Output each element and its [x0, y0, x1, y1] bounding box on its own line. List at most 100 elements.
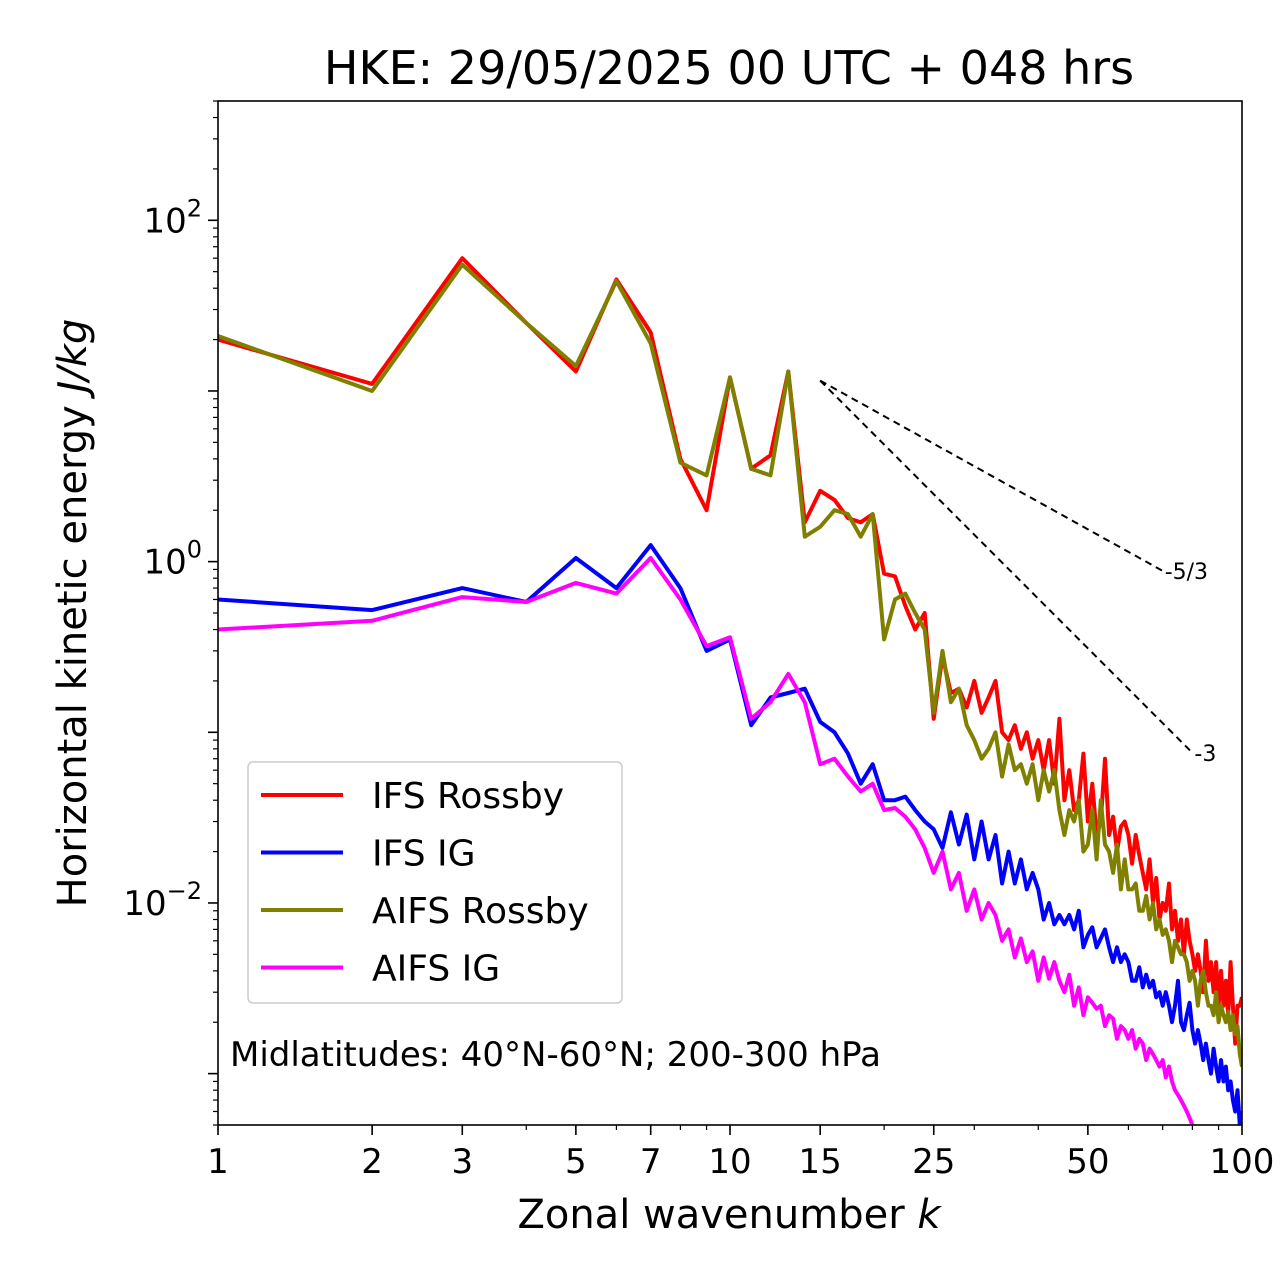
data-point-ifs-rossby: [973, 679, 976, 682]
data-point-aifs-rossby: [649, 342, 652, 345]
data-point-ifs-ig: [1112, 961, 1115, 964]
data-point-ifs-rossby: [965, 706, 968, 709]
legend: IFS Rossby IFS IG AIFS Rossby AIFS IG: [247, 761, 623, 1004]
data-point-ifs-ig: [750, 724, 753, 727]
data-point-ifs-rossby: [1215, 961, 1218, 964]
region-annotation: Midlatitudes: 40°N-60°N; 200-300 hPa: [230, 1035, 881, 1075]
data-point-aifs-rossby: [729, 376, 732, 379]
slope-label-3: -3: [1194, 742, 1216, 767]
data-point-aifs-rossby: [574, 365, 577, 368]
data-point-ifs-ig: [894, 799, 897, 802]
data-point-aifs-rossby: [1007, 743, 1010, 746]
data-point-ifs-ig: [1222, 1080, 1225, 1083]
y-tick-label: 102: [143, 194, 202, 241]
data-point-ifs-ig: [1171, 1021, 1174, 1024]
data-point-ifs-rossby: [1180, 918, 1183, 921]
data-point-ifs-rossby: [894, 575, 897, 578]
data-point-aifs-rossby: [1199, 979, 1202, 982]
data-point-aifs-ig: [1145, 1059, 1148, 1062]
data-point-ifs-rossby: [923, 612, 926, 615]
data-point-aifs-ig: [705, 645, 708, 648]
data-point-aifs-ig: [1127, 1037, 1130, 1040]
data-point-aifs-ig: [894, 807, 897, 810]
data-point-aifs-rossby: [1019, 763, 1022, 766]
data-point-ifs-ig: [965, 813, 968, 816]
data-point-ifs-ig: [1138, 966, 1141, 969]
data-point-aifs-ig: [1141, 1042, 1144, 1045]
data-point-aifs-ig: [1053, 961, 1056, 964]
data-point-ifs-ig: [1177, 979, 1180, 982]
x-tick-label: 3: [451, 1142, 473, 1182]
data-point-ifs-rossby: [371, 382, 374, 385]
data-point-aifs-rossby: [904, 592, 907, 595]
x-tick-label: 1: [207, 1142, 229, 1182]
data-point-ifs-ig: [1095, 946, 1098, 949]
data-point-aifs-rossby: [1099, 799, 1102, 802]
data-point-aifs-ig: [1123, 1029, 1126, 1032]
data-point-ifs-ig: [859, 782, 862, 785]
data-point-aifs-rossby: [615, 280, 618, 283]
data-point-ifs-ig: [461, 587, 464, 590]
data-point-ifs-rossby: [904, 604, 907, 607]
data-point-ifs-rossby: [1001, 731, 1004, 734]
data-point-ifs-rossby: [1063, 799, 1066, 802]
data-point-aifs-ig: [1188, 1116, 1191, 1119]
data-point-aifs-rossby: [769, 474, 772, 477]
data-point-aifs-ig: [1152, 1053, 1155, 1056]
data-point-ifs-rossby: [1119, 825, 1122, 828]
data-point-ifs-rossby: [1104, 757, 1107, 760]
data-point-ifs-ig: [949, 811, 952, 814]
data-point-aifs-ig: [1155, 1059, 1158, 1062]
data-point-ifs-ig: [1068, 914, 1071, 917]
data-point-aifs-rossby: [1013, 769, 1016, 772]
data-point-aifs-rossby: [1001, 775, 1004, 778]
data-point-ifs-ig: [1134, 979, 1137, 982]
chart-title: HKE: 29/05/2025 00 UTC + 048 hrs: [324, 41, 1134, 95]
data-point-ifs-ig: [1001, 882, 1004, 885]
data-point-aifs-rossby: [871, 513, 874, 516]
data-point-aifs-ig: [1013, 956, 1016, 959]
data-point-ifs-ig: [1141, 986, 1144, 989]
data-point-aifs-rossby: [1222, 1014, 1225, 1017]
data-point-ifs-ig: [941, 847, 944, 850]
data-point-aifs-rossby: [1031, 763, 1034, 766]
data-point-aifs-ig: [1148, 1047, 1151, 1050]
data-point-ifs-rossby: [574, 370, 577, 373]
data-point-aifs-ig: [1095, 1007, 1098, 1010]
data-point-ifs-ig: [1164, 991, 1167, 994]
data-point-aifs-ig: [461, 596, 464, 599]
data-point-ifs-ig: [1025, 888, 1028, 891]
data-point-aifs-ig: [1007, 928, 1010, 931]
data-point-ifs-rossby: [1188, 939, 1191, 942]
data-point-ifs-ig: [1161, 1004, 1164, 1007]
data-point-ifs-rossby: [1174, 909, 1177, 912]
data-point-ifs-ig: [1048, 902, 1051, 905]
data-point-ifs-ig: [1148, 986, 1151, 989]
data-point-aifs-rossby: [1161, 933, 1164, 936]
x-tick-label: 10: [708, 1142, 751, 1182]
data-point-ifs-ig: [1224, 1065, 1227, 1068]
data-point-aifs-rossby: [1082, 850, 1085, 853]
data-point-ifs-rossby: [1220, 969, 1223, 972]
data-point-ifs-rossby: [994, 679, 997, 682]
data-point-aifs-ig: [615, 592, 618, 595]
series-line-aifs-rossby: [218, 262, 1242, 1067]
data-point-aifs-ig: [574, 581, 577, 584]
legend-label: IFS IG: [372, 834, 476, 875]
data-point-aifs-rossby: [994, 731, 997, 734]
data-point-ifs-rossby: [1171, 928, 1174, 931]
data-point-ifs-ig: [904, 795, 907, 798]
data-point-ifs-ig: [1207, 1059, 1210, 1062]
data-point-aifs-rossby: [1202, 969, 1205, 972]
data-point-aifs-rossby: [987, 747, 990, 750]
data-point-ifs-ig: [1091, 926, 1094, 929]
data-point-aifs-ig: [1058, 979, 1061, 982]
data-point-aifs-ig: [980, 918, 983, 921]
series-aifs-ig: [218, 556, 1195, 1125]
data-point-ifs-rossby: [980, 711, 983, 714]
data-point-aifs-ig: [871, 782, 874, 785]
x-tick-label: 50: [1066, 1142, 1109, 1182]
data-point-ifs-ig: [1215, 1065, 1218, 1068]
data-point-aifs-ig: [1001, 939, 1004, 942]
data-point-aifs-ig: [679, 598, 682, 601]
